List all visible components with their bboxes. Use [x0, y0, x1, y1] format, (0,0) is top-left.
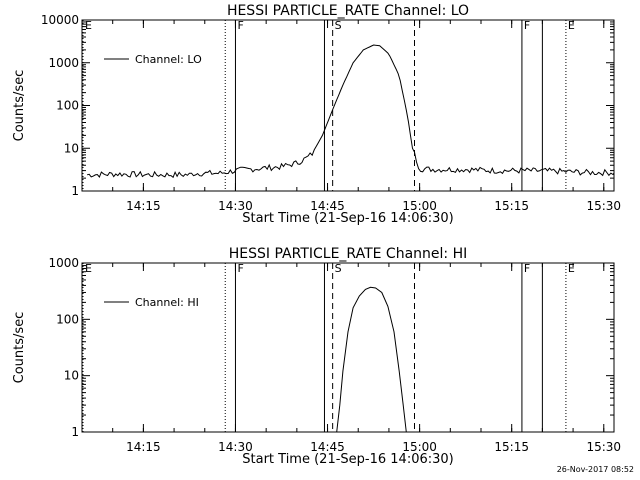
- series-line: [336, 286, 407, 432]
- y-tick-label: 1000: [48, 56, 79, 70]
- marker-label: E: [85, 19, 92, 32]
- y-tick-label: 10: [64, 141, 79, 155]
- y-tick-label: 10: [64, 369, 79, 383]
- y-tick-label: 1000: [48, 256, 79, 270]
- plot-frame: [81, 19, 615, 192]
- marker-label: E: [568, 19, 575, 32]
- marker-label: F: [237, 262, 243, 275]
- x-tick-label: 14:30: [218, 199, 253, 213]
- x-tick-label: 15:15: [494, 440, 529, 454]
- marker-label: F: [237, 19, 243, 32]
- marker-label: E: [568, 262, 575, 275]
- legend-label: Channel: LO: [135, 53, 202, 66]
- x-tick-label: 14:45: [310, 440, 345, 454]
- x-tick-label: 14:45: [310, 199, 345, 213]
- marker-label: S: [335, 19, 342, 32]
- series-line: [86, 44, 614, 179]
- legend-label: Channel: HI: [135, 296, 199, 309]
- y-tick-label: 100: [56, 99, 79, 113]
- x-axis-label: Start Time (21-Sep-16 14:06:30): [242, 452, 453, 467]
- marker-label: S: [335, 262, 342, 275]
- chart-panel-0: HESSI PARTICLE_RATE Channel: LO 14:15 14:3…: [12, 3, 621, 226]
- marker-label: F: [524, 262, 530, 275]
- y-tick-label: 1: [71, 425, 79, 439]
- x-tick-label: 15:00: [402, 199, 437, 213]
- x-tick-label: 15:00: [402, 440, 437, 454]
- marker-label: F: [524, 19, 530, 32]
- y-tick-label: 1: [71, 184, 79, 198]
- chart-title: HESSI PARTICLE_RATE Channel: HI: [229, 246, 467, 262]
- marker-label: E: [85, 262, 92, 275]
- x-tick-label: 15:30: [586, 440, 621, 454]
- y-tick-label: 10000: [41, 13, 79, 27]
- y-tick-label: 100: [56, 312, 79, 326]
- timestamp: 26-Nov-2017 08:52: [556, 465, 634, 474]
- y-axis-label: Counts/sec: [12, 70, 27, 142]
- x-tick-label: 14:15: [126, 440, 161, 454]
- x-tick-label: 15:15: [494, 199, 529, 213]
- plot-frame: [81, 262, 615, 433]
- x-tick-label: 14:30: [218, 440, 253, 454]
- x-axis-label: Start Time (21-Sep-16 14:06:30): [242, 211, 453, 226]
- chart-title: HESSI PARTICLE_RATE Channel: LO: [227, 3, 469, 19]
- x-tick-label: 14:15: [126, 199, 161, 213]
- x-tick-label: 15:30: [586, 199, 621, 213]
- y-axis-label: Counts/sec: [12, 312, 27, 384]
- chart-panel-1: HESSI PARTICLE_RATE Channel: HI 14:15 14:3…: [12, 246, 621, 467]
